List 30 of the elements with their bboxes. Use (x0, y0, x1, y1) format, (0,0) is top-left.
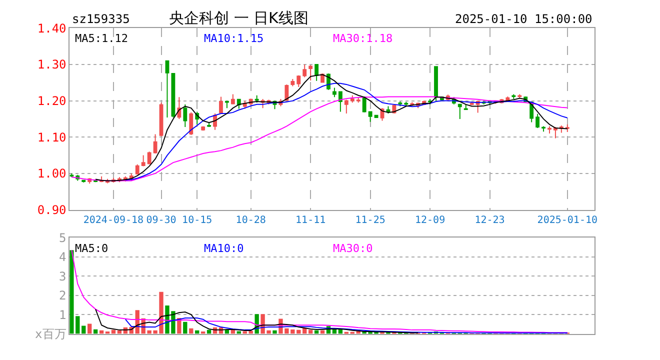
y-tick-label: 2 (59, 288, 66, 303)
y-tick-label: 5 (59, 230, 66, 245)
y-tick-label: 3 (59, 269, 66, 284)
y-tick-label: 1.20 (37, 94, 66, 108)
y-tick-label: 1.40 (37, 21, 66, 36)
text: MA30:0 (333, 242, 373, 255)
y-tick-label: 1.00 (37, 166, 66, 181)
chart-title: 央企科创 一 日K线图 (169, 9, 308, 27)
y-tick-label: 1 (59, 308, 66, 322)
text: MA10:1.15 (204, 32, 264, 45)
y-tick-label: 1.30 (37, 58, 66, 72)
text: MA5:1.12 (75, 32, 128, 45)
y-tick-label: 4 (59, 250, 66, 264)
text: 2025-01-10 15:00:00 (455, 12, 592, 26)
x-tick-label: 2025-01-10 (537, 214, 598, 226)
y-tick-label: 1.10 (37, 130, 66, 144)
text: MA5:0 (75, 242, 108, 255)
x-tick-label: 2024-09-18 (83, 214, 144, 226)
x-tick-label: 11-25 (355, 214, 386, 226)
y-tick-label: x百万 (35, 326, 66, 341)
text: sz159335 (72, 12, 130, 26)
y-tick-label: 0.90 (37, 202, 66, 217)
x-tick-label: 10-28 (236, 214, 266, 226)
x-tick-label: 11-11 (296, 214, 326, 226)
text: MA30:1.18 (333, 32, 393, 45)
x-tick-label: 09-30 (146, 214, 176, 226)
text: MA10:0 (204, 242, 244, 255)
x-tick-label: 12-23 (474, 214, 505, 226)
x-tick-label: 10-15 (182, 214, 212, 226)
x-tick-label: 12-09 (414, 214, 446, 226)
